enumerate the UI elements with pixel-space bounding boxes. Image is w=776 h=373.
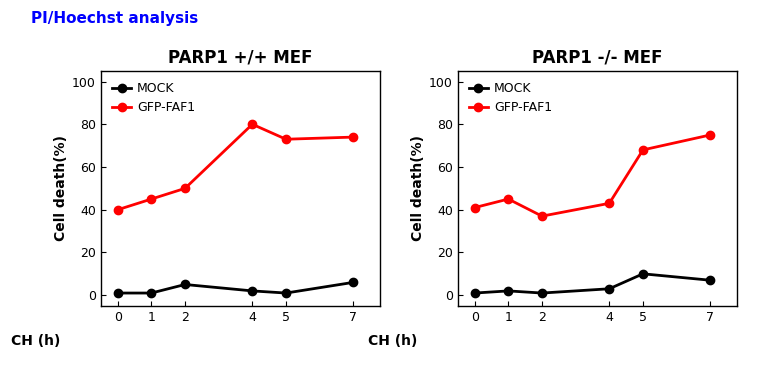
Title: PARP1 -/- MEF: PARP1 -/- MEF (532, 48, 663, 66)
Legend: MOCK, GFP-FAF1: MOCK, GFP-FAF1 (107, 77, 200, 119)
Title: PARP1 +/+ MEF: PARP1 +/+ MEF (168, 48, 313, 66)
Text: CH (h): CH (h) (369, 334, 417, 348)
Legend: MOCK, GFP-FAF1: MOCK, GFP-FAF1 (464, 77, 557, 119)
Text: PI/Hoechst analysis: PI/Hoechst analysis (31, 11, 199, 26)
Y-axis label: Cell death(%): Cell death(%) (411, 135, 425, 241)
Text: CH (h): CH (h) (12, 334, 61, 348)
Y-axis label: Cell death(%): Cell death(%) (54, 135, 68, 241)
